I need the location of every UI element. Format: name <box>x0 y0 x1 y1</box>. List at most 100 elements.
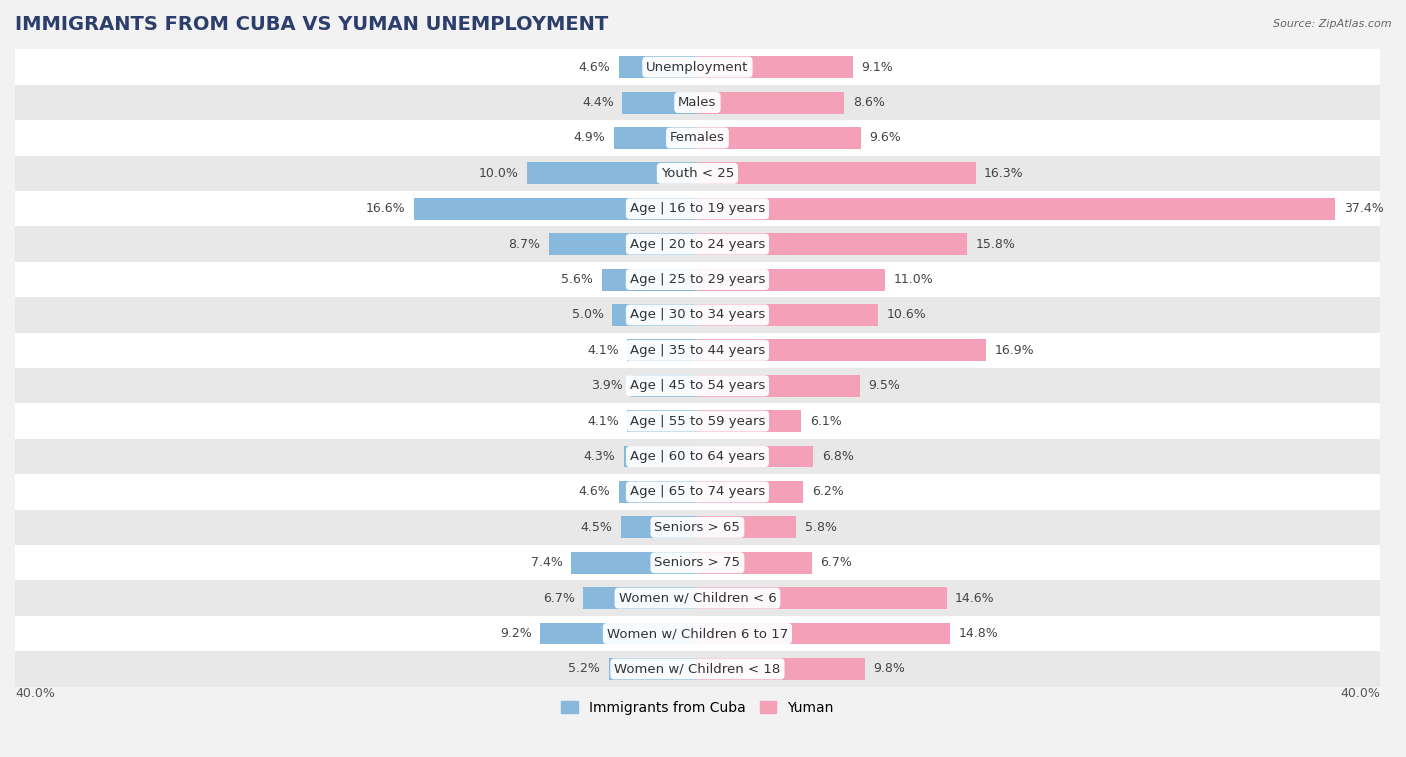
Text: IMMIGRANTS FROM CUBA VS YUMAN UNEMPLOYMENT: IMMIGRANTS FROM CUBA VS YUMAN UNEMPLOYME… <box>15 15 609 34</box>
Text: 6.7%: 6.7% <box>543 592 575 605</box>
Text: 5.0%: 5.0% <box>572 308 603 322</box>
Bar <box>540 622 697 644</box>
Text: 4.1%: 4.1% <box>588 344 619 357</box>
Bar <box>15 615 1379 651</box>
Text: 5.6%: 5.6% <box>561 273 593 286</box>
Bar <box>548 233 697 255</box>
Bar <box>15 120 1379 156</box>
Bar <box>15 474 1379 509</box>
Text: 6.1%: 6.1% <box>810 415 842 428</box>
Text: 9.2%: 9.2% <box>501 627 531 640</box>
Bar <box>527 162 697 184</box>
Bar <box>697 587 946 609</box>
Bar <box>15 368 1379 403</box>
Text: 9.1%: 9.1% <box>862 61 893 73</box>
Bar <box>627 410 697 432</box>
Bar <box>619 481 697 503</box>
Text: 10.0%: 10.0% <box>478 167 519 180</box>
Text: Age | 20 to 24 years: Age | 20 to 24 years <box>630 238 765 251</box>
Text: 11.0%: 11.0% <box>894 273 934 286</box>
Text: 16.9%: 16.9% <box>994 344 1033 357</box>
Text: 37.4%: 37.4% <box>1344 202 1384 215</box>
Text: Seniors > 65: Seniors > 65 <box>654 521 741 534</box>
Text: 8.7%: 8.7% <box>509 238 540 251</box>
Bar <box>15 581 1379 615</box>
Text: 9.5%: 9.5% <box>868 379 900 392</box>
Text: 8.6%: 8.6% <box>852 96 884 109</box>
Text: Age | 35 to 44 years: Age | 35 to 44 years <box>630 344 765 357</box>
Bar <box>614 127 697 149</box>
Bar <box>583 587 697 609</box>
Text: 6.2%: 6.2% <box>811 485 844 498</box>
Bar <box>620 516 697 538</box>
Text: 40.0%: 40.0% <box>1340 687 1379 699</box>
Bar <box>697 92 844 114</box>
Bar <box>631 375 697 397</box>
Bar <box>697 269 886 291</box>
Bar <box>15 298 1379 332</box>
Text: 4.6%: 4.6% <box>579 61 610 73</box>
Text: Women w/ Children < 6: Women w/ Children < 6 <box>619 592 776 605</box>
Bar <box>697 410 801 432</box>
Bar <box>15 226 1379 262</box>
Text: 5.2%: 5.2% <box>568 662 600 675</box>
Bar <box>612 304 697 326</box>
Text: 4.3%: 4.3% <box>583 450 616 463</box>
Text: 9.8%: 9.8% <box>873 662 905 675</box>
Text: Age | 25 to 29 years: Age | 25 to 29 years <box>630 273 765 286</box>
Text: Females: Females <box>671 132 725 145</box>
Text: Males: Males <box>678 96 717 109</box>
Bar <box>697 446 814 468</box>
Text: 10.6%: 10.6% <box>887 308 927 322</box>
Text: 4.5%: 4.5% <box>581 521 612 534</box>
Bar <box>697 552 811 574</box>
Bar <box>697 127 862 149</box>
Bar <box>15 85 1379 120</box>
Text: Age | 55 to 59 years: Age | 55 to 59 years <box>630 415 765 428</box>
Bar <box>15 545 1379 581</box>
Bar <box>15 262 1379 298</box>
Bar <box>627 339 697 361</box>
Text: 14.6%: 14.6% <box>955 592 994 605</box>
Text: 6.7%: 6.7% <box>820 556 852 569</box>
Bar <box>697 162 976 184</box>
Bar <box>15 191 1379 226</box>
Text: 6.8%: 6.8% <box>823 450 853 463</box>
Text: 3.9%: 3.9% <box>591 379 623 392</box>
Text: 5.8%: 5.8% <box>804 521 837 534</box>
Text: Seniors > 75: Seniors > 75 <box>654 556 741 569</box>
Bar <box>415 198 697 220</box>
Bar <box>624 446 697 468</box>
Bar <box>697 481 803 503</box>
Bar <box>697 198 1336 220</box>
Text: 9.6%: 9.6% <box>870 132 901 145</box>
Bar <box>697 56 852 78</box>
Bar <box>623 92 697 114</box>
Text: 16.6%: 16.6% <box>366 202 406 215</box>
Bar <box>609 658 697 680</box>
Bar <box>602 269 697 291</box>
Text: Age | 65 to 74 years: Age | 65 to 74 years <box>630 485 765 498</box>
Bar <box>15 509 1379 545</box>
Bar <box>697 304 879 326</box>
Text: Youth < 25: Youth < 25 <box>661 167 734 180</box>
Text: 16.3%: 16.3% <box>984 167 1024 180</box>
Text: 4.4%: 4.4% <box>582 96 614 109</box>
Legend: Immigrants from Cuba, Yuman: Immigrants from Cuba, Yuman <box>561 701 834 715</box>
Text: 4.1%: 4.1% <box>588 415 619 428</box>
Bar <box>571 552 697 574</box>
Text: Unemployment: Unemployment <box>647 61 748 73</box>
Bar <box>697 233 967 255</box>
Text: Age | 16 to 19 years: Age | 16 to 19 years <box>630 202 765 215</box>
Bar <box>15 156 1379 191</box>
Bar <box>15 403 1379 439</box>
Bar <box>697 516 796 538</box>
Bar <box>619 56 697 78</box>
Bar <box>697 339 986 361</box>
Bar <box>15 49 1379 85</box>
Bar <box>697 375 859 397</box>
Text: 15.8%: 15.8% <box>976 238 1015 251</box>
Text: Source: ZipAtlas.com: Source: ZipAtlas.com <box>1274 19 1392 29</box>
Text: 40.0%: 40.0% <box>15 687 55 699</box>
Text: 7.4%: 7.4% <box>531 556 562 569</box>
